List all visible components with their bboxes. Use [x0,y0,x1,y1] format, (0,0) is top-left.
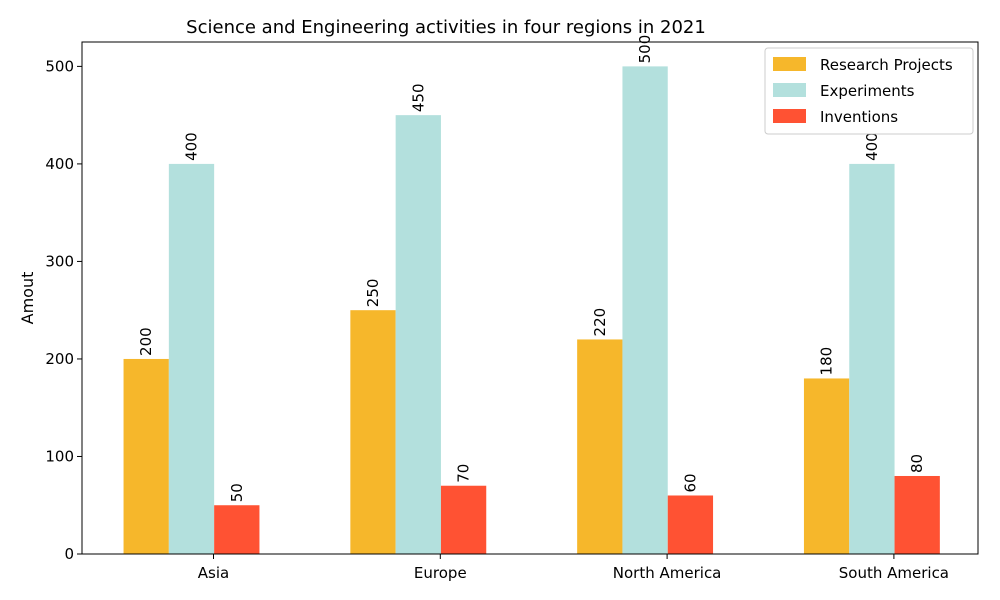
y-tick-label: 100 [45,447,74,465]
y-tick-label: 300 [45,252,74,270]
bars-group [123,66,940,555]
legend-label: Inventions [820,108,898,126]
y-axis-label: Amout [18,272,37,325]
y-tick-label: 500 [45,57,74,75]
bar-inventions [214,505,260,554]
bar-research-projects [577,339,623,554]
x-tick-label: Asia [198,564,229,582]
data-label: 400 [183,132,201,161]
y-tick-label: 200 [45,350,74,368]
x-tick-label: North America [613,564,722,582]
data-label: 180 [818,347,836,376]
data-label: 500 [636,35,654,64]
data-label: 450 [409,84,427,113]
bar-research-projects [803,378,850,554]
data-label: 80 [908,454,926,473]
y-tick-label: 400 [45,155,74,173]
y-tick-label: 0 [64,545,74,563]
legend: Research Projects Experiments Inventions [764,47,974,135]
legend-label: Research Projects [820,56,953,74]
legend-label: Experiments [820,82,915,100]
legend-swatch [773,109,806,123]
bar-experiments [168,163,215,554]
x-tick-label: Europe [414,564,467,582]
plot-frame [81,41,979,555]
chart-title: Science and Engineering activities in fo… [186,17,706,38]
y-axis-ticks: 0 100 200 300 400 500 [45,57,82,563]
data-label: 220 [591,308,609,337]
legend-swatch [773,57,806,71]
bar-inventions [667,495,714,554]
data-label: 70 [455,464,473,483]
data-label: 400 [863,132,881,161]
bar-research-projects [123,358,169,554]
data-label: 200 [137,327,155,356]
bar-experiments [849,163,895,554]
legend-swatch [773,83,806,97]
bar-inventions [440,485,487,554]
data-label: 60 [681,473,699,492]
bar-research-projects [350,310,396,554]
bar-inventions [894,475,940,554]
bar-experiments [395,115,441,555]
x-axis-ticks: Asia Europe North America South America [198,554,949,582]
data-label: 250 [364,279,382,308]
x-tick-label: South America [839,564,949,582]
bar-experiments [622,66,668,554]
legend-box [764,47,974,135]
data-label: 50 [228,483,246,502]
